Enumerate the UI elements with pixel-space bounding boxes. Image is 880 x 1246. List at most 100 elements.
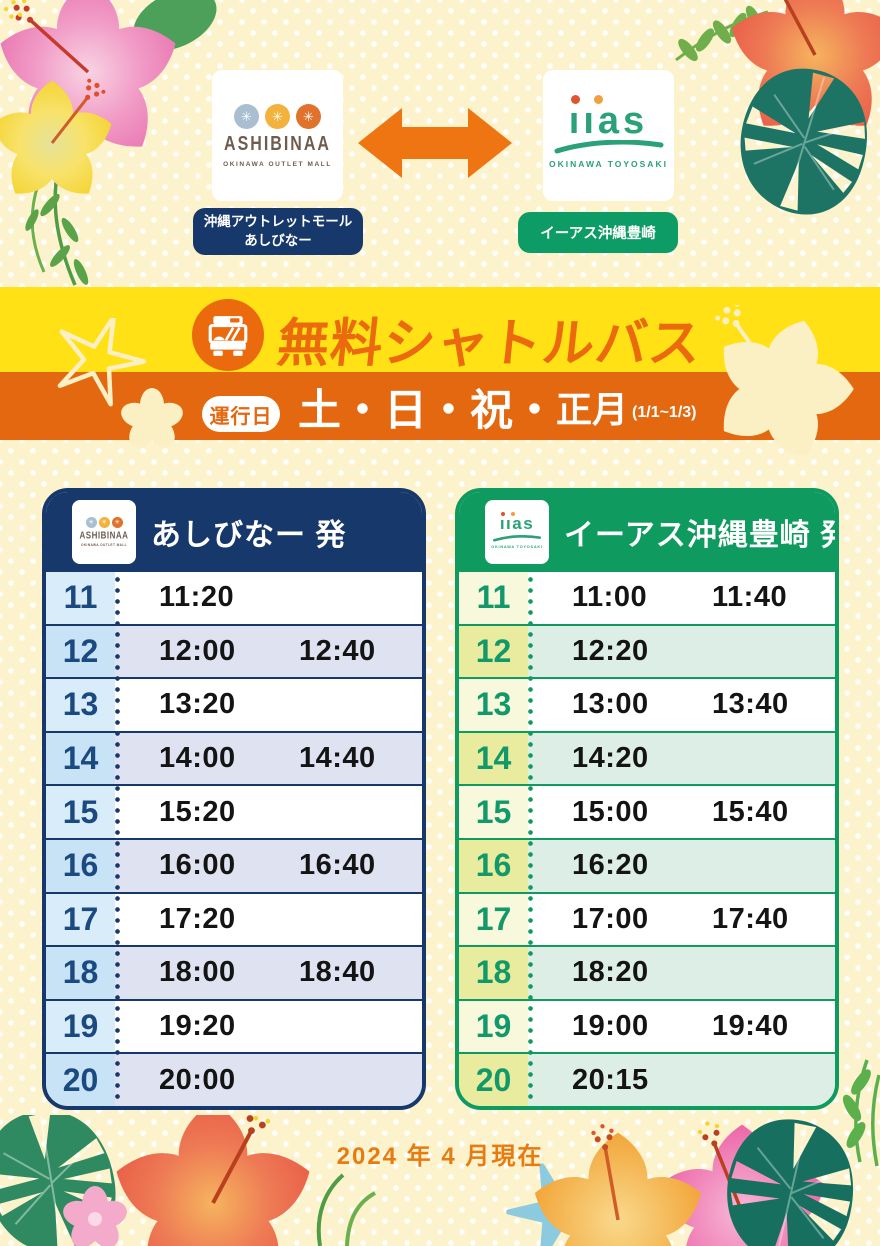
- bus-icon: [192, 299, 264, 371]
- ashibinaa-label-line2: あしびなー: [244, 232, 312, 248]
- iias-name-label: イーアス沖縄豊崎: [518, 212, 678, 253]
- timetable-iias: ııas OKINAWA TOYOSAKI イーアス沖縄豊崎 発 11 11:00…: [455, 488, 839, 1110]
- hour-cell: 18: [46, 947, 115, 999]
- iias-swoosh-icon: [493, 535, 541, 542]
- monstera-leaf-icon: [721, 53, 880, 230]
- hour-cell: 20: [459, 1054, 528, 1106]
- table-row: 15 15:20: [46, 784, 422, 838]
- time-value: 17:20: [159, 902, 236, 935]
- table-row: 17 17:00 17:40: [459, 891, 835, 946]
- iias-logo-subtitle: OKINAWA TOYOSAKI: [549, 159, 668, 169]
- top-right-flowers-decoration: [675, 0, 880, 230]
- table-row: 19 19:00 19:40: [459, 998, 835, 1053]
- time-value: 11:20: [159, 581, 235, 614]
- hour-cell: 18: [459, 947, 528, 999]
- logo-circle-blue: ✳: [234, 103, 259, 129]
- time-value: 13:20: [159, 688, 236, 721]
- iias-dot-red: [500, 512, 505, 516]
- time-value: 12:40: [299, 634, 376, 667]
- table-row: 11 11:20: [46, 572, 422, 624]
- logo-circle-orange: ✳: [296, 103, 321, 129]
- table-row: 14 14:00 14:40: [46, 730, 422, 785]
- service-days-note: (1/1~1/3): [632, 404, 697, 421]
- table-row: 19 19:20: [46, 998, 422, 1053]
- ashibinaa-name-label: 沖縄アウトレットモール あしびなー: [193, 208, 363, 255]
- hour-cell: 14: [459, 732, 528, 785]
- ashibinaa-label-line1: 沖縄アウトレットモール: [203, 214, 353, 230]
- table-row: 16 16:20: [459, 837, 835, 892]
- service-days-badge: 運行日: [202, 396, 280, 432]
- hour-cell: 19: [459, 1000, 528, 1053]
- hour-cell: 20: [46, 1054, 115, 1106]
- hour-cell: 17: [459, 893, 528, 946]
- time-value: 13:40: [712, 688, 789, 721]
- time-value: 13:00: [572, 688, 649, 721]
- table-row: 11 11:00 11:40: [459, 572, 835, 624]
- time-value: 15:20: [159, 795, 236, 828]
- time-value: 20:00: [159, 1063, 236, 1096]
- mini-logo-name: ııas: [499, 514, 535, 533]
- service-days-text: 土・日・祝・ 正月 (1/1~1/3): [298, 374, 697, 440]
- timetable-title: イーアス沖縄豊崎 発: [564, 519, 839, 552]
- time-value: 12:00: [159, 634, 236, 667]
- logo-circle-blue: ✳: [85, 517, 97, 528]
- table-row: 17 17:20: [46, 891, 422, 946]
- iias-dot-red: [570, 95, 580, 104]
- table-row: 12 12:20: [459, 623, 835, 678]
- hour-cell: 11: [459, 572, 528, 624]
- time-value: 17:00: [572, 902, 649, 935]
- hour-cell: 16: [46, 839, 115, 892]
- plumeria-pink-icon: [63, 1186, 127, 1246]
- service-days-main: 土・日・祝・: [298, 387, 556, 435]
- hibiscus-pink-icon: [0, 0, 185, 165]
- hibiscus-red-icon: [723, 0, 880, 143]
- table-row: 18 18:20: [459, 945, 835, 999]
- timetable-ashibinaa: ✳ ✳ ✳ ASHIBINAA OKINAWA OUTLET MALL あしびな…: [42, 488, 426, 1110]
- ashibinaa-mini-logo-icon: ✳ ✳ ✳: [85, 517, 123, 528]
- iias-logo-card: ııas OKINAWA TOYOSAKI: [543, 70, 674, 201]
- iias-logo-icon: ııas: [569, 95, 648, 140]
- time-value: 16:00: [159, 849, 236, 882]
- logo-circle-yellow: ✳: [98, 517, 110, 528]
- time-value: 14:20: [572, 742, 649, 775]
- time-value: 17:40: [712, 902, 789, 935]
- time-value: 18:20: [572, 956, 649, 989]
- service-days-newyear: 正月: [556, 389, 629, 430]
- timetable-iias-header: ııas OKINAWA TOYOSAKI イーアス沖縄豊崎 発: [459, 492, 835, 572]
- mini-logo-subtitle: OKINAWA OUTLET MALL: [80, 543, 128, 547]
- hour-cell: 12: [459, 625, 528, 678]
- ashibinaa-logo-name: ASHIBINAA: [224, 133, 331, 155]
- logo-circle-yellow: ✳: [265, 103, 290, 129]
- time-value: 11:40: [712, 581, 788, 614]
- ashibinaa-logo-card: ✳ ✳ ✳ ASHIBINAA OKINAWA OUTLET MALL: [212, 70, 343, 201]
- iias-mini-logo-icon: ııas: [499, 512, 535, 533]
- table-row: 13 13:20: [46, 677, 422, 731]
- time-value: 15:40: [712, 795, 789, 828]
- hour-cell: 15: [459, 786, 528, 838]
- time-value: 14:00: [159, 742, 236, 775]
- hour-cell: 14: [46, 732, 115, 785]
- branch-icon: [675, 5, 769, 62]
- mini-logo-name: ASHIBINAA: [79, 529, 129, 542]
- table-row: 16 16:00 16:40: [46, 837, 422, 892]
- time-value: 11:00: [572, 581, 648, 614]
- time-value: 14:40: [299, 742, 376, 775]
- table-row: 12 12:00 12:40: [46, 623, 422, 678]
- bottom-left-flowers-decoration: [0, 1115, 377, 1246]
- iias-swoosh-icon: [554, 140, 663, 154]
- top-left-flowers-decoration: [0, 0, 217, 286]
- hibiscus-yellow-icon: [0, 78, 118, 206]
- ashibinaa-logo-subtitle: OKINAWA OUTLET MALL: [223, 160, 332, 168]
- time-value: 19:20: [159, 1010, 236, 1043]
- table-row: 18 18:00 18:40: [46, 945, 422, 999]
- timetable-rows: 11 11:00 11:40 12 12:20 13 13:00 13:40 14 14:2…: [459, 572, 835, 1106]
- hour-cell: 12: [46, 625, 115, 678]
- table-row: 20 20:00: [46, 1052, 422, 1106]
- time-value: 12:20: [572, 634, 649, 667]
- monstera-leaf-icon: [0, 1115, 124, 1246]
- hour-cell: 11: [46, 572, 115, 624]
- table-row: 14 14:20: [459, 730, 835, 785]
- hour-cell: 15: [46, 786, 115, 838]
- timetable-title: あしびなー 発: [151, 519, 347, 552]
